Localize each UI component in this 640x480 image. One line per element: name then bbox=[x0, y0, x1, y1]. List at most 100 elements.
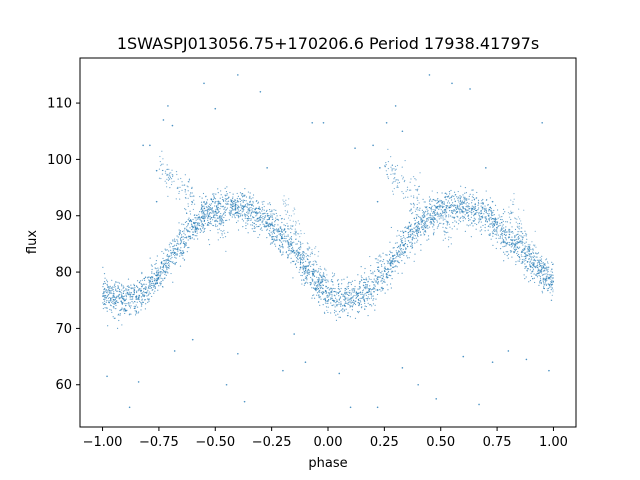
data-point bbox=[172, 261, 174, 263]
data-point bbox=[487, 225, 489, 228]
data-point bbox=[513, 198, 515, 200]
data-point bbox=[257, 201, 260, 203]
data-point bbox=[437, 215, 439, 218]
data-point bbox=[429, 221, 431, 223]
data-point bbox=[480, 202, 482, 204]
data-point bbox=[286, 211, 289, 213]
data-point bbox=[387, 176, 389, 178]
data-point bbox=[165, 182, 168, 184]
y-axis-label: flux bbox=[25, 230, 40, 254]
data-point bbox=[246, 220, 248, 222]
data-point bbox=[236, 214, 238, 216]
data-point bbox=[283, 218, 285, 220]
data-point bbox=[166, 268, 168, 271]
data-point bbox=[502, 224, 504, 226]
data-point bbox=[504, 234, 507, 237]
data-point bbox=[539, 282, 541, 284]
data-point bbox=[324, 302, 327, 304]
data-point bbox=[496, 218, 498, 220]
data-point bbox=[365, 277, 367, 279]
data-point bbox=[365, 297, 367, 300]
data-point bbox=[480, 229, 483, 231]
data-point bbox=[519, 258, 521, 260]
data-point bbox=[459, 221, 462, 223]
data-point bbox=[453, 225, 456, 227]
data-point bbox=[381, 265, 383, 267]
data-point bbox=[464, 186, 467, 189]
data-point bbox=[346, 276, 348, 278]
data-point bbox=[233, 200, 235, 202]
data-point bbox=[125, 288, 127, 290]
data-point bbox=[232, 213, 234, 215]
data-point bbox=[493, 214, 495, 216]
data-point bbox=[111, 311, 113, 313]
data-point bbox=[550, 281, 553, 284]
data-point bbox=[243, 194, 245, 196]
data-point bbox=[392, 263, 394, 265]
data-point bbox=[401, 250, 403, 252]
data-point bbox=[488, 210, 490, 212]
data-point bbox=[221, 234, 223, 236]
data-point bbox=[492, 226, 494, 228]
data-point bbox=[513, 251, 515, 254]
data-point bbox=[206, 224, 208, 226]
data-point bbox=[397, 251, 400, 253]
data-point bbox=[485, 216, 487, 218]
data-point bbox=[180, 239, 182, 241]
data-point bbox=[402, 234, 405, 237]
data-point bbox=[456, 215, 458, 217]
data-point bbox=[492, 214, 494, 217]
data-point bbox=[270, 242, 272, 244]
data-point bbox=[115, 300, 117, 303]
data-point bbox=[292, 248, 294, 250]
data-point bbox=[499, 237, 502, 239]
data-point bbox=[490, 238, 492, 240]
data-point bbox=[240, 206, 242, 208]
data-point bbox=[391, 164, 393, 166]
data-point bbox=[539, 281, 541, 283]
data-point bbox=[437, 225, 439, 228]
data-point bbox=[212, 193, 214, 195]
data-point bbox=[430, 222, 433, 224]
data-point bbox=[525, 241, 527, 243]
data-point bbox=[492, 233, 494, 235]
data-point bbox=[140, 290, 142, 293]
data-point bbox=[143, 295, 145, 297]
data-point bbox=[184, 191, 186, 193]
data-point bbox=[461, 201, 463, 203]
data-point bbox=[516, 242, 518, 244]
data-point bbox=[484, 209, 486, 211]
data-point bbox=[326, 309, 328, 312]
data-point bbox=[174, 244, 176, 246]
data-point bbox=[433, 209, 435, 211]
data-point bbox=[414, 235, 416, 237]
data-point bbox=[319, 273, 321, 275]
data-point bbox=[166, 168, 168, 171]
data-point bbox=[300, 244, 302, 246]
data-point bbox=[327, 300, 329, 302]
data-point bbox=[114, 283, 116, 285]
data-point bbox=[261, 208, 264, 210]
data-point bbox=[197, 217, 199, 219]
data-point bbox=[251, 209, 253, 211]
data-point bbox=[331, 295, 333, 297]
data-point bbox=[121, 296, 123, 298]
data-point bbox=[385, 254, 387, 256]
data-point bbox=[142, 295, 144, 297]
data-point bbox=[339, 297, 341, 299]
data-point bbox=[203, 205, 205, 207]
data-point bbox=[263, 224, 266, 226]
data-point bbox=[501, 225, 503, 227]
data-point bbox=[331, 304, 333, 307]
data-point bbox=[491, 200, 494, 203]
data-point bbox=[478, 222, 480, 224]
data-point bbox=[160, 284, 162, 286]
data-point bbox=[256, 226, 258, 228]
data-point bbox=[224, 198, 226, 200]
data-point bbox=[209, 208, 211, 210]
data-point bbox=[288, 214, 290, 217]
data-point bbox=[287, 257, 289, 259]
data-point bbox=[442, 211, 444, 213]
data-point bbox=[400, 248, 403, 250]
data-point bbox=[531, 275, 533, 278]
